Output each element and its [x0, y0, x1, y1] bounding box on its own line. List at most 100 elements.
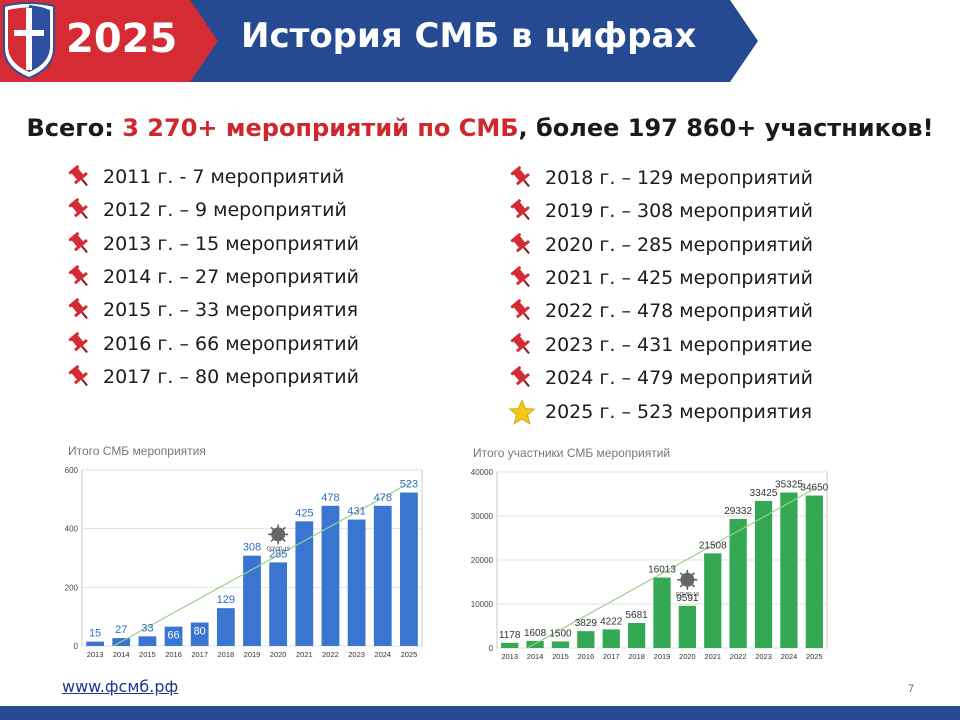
pin-icon: [510, 299, 530, 321]
data-label: 1178: [499, 630, 521, 641]
list-item: 2018 г. – 129 мероприятий: [508, 166, 813, 190]
bar: [805, 495, 823, 648]
trend-line: [113, 481, 412, 647]
x-tick-label: 2022: [730, 652, 747, 661]
bar: [138, 636, 157, 646]
covid-label: COVID-19: [676, 592, 699, 598]
list-item: 2017 г. – 80 мероприятий: [66, 364, 359, 389]
pin-icon: [68, 165, 88, 187]
data-label: 1500: [549, 628, 572, 639]
x-tick-label: 2023: [348, 650, 365, 659]
pin-icon: [510, 199, 530, 221]
list-item: 2024 г. – 479 мероприятий: [508, 365, 813, 390]
summary-suffix: , более 197 860+ участников!: [518, 114, 934, 142]
footer-bar: [0, 706, 960, 720]
data-label: 1608: [524, 628, 547, 639]
data-label: 431: [347, 506, 365, 518]
covid-icon: [677, 569, 698, 590]
x-tick-label: 2013: [87, 650, 104, 659]
chart-title: Итого СМБ мероприятия: [68, 444, 206, 458]
chart-title: Итого участники СМБ мероприятий: [473, 446, 670, 460]
list-item-text: 2025 г. – 523 мероприятия: [545, 401, 813, 424]
bar: [243, 555, 261, 646]
list-item: 2015 г. – 33 мероприятия: [66, 298, 358, 322]
x-tick-label: 2024: [374, 650, 391, 659]
chart-svg: Итого участники СМБ мероприятий 0 10000 200…: [471, 446, 829, 661]
list-item-text: 2022 г. – 478 мероприятий: [545, 300, 814, 323]
list-item: 2012 г. – 9 мероприятий: [66, 198, 347, 222]
pin-icon: [68, 364, 88, 386]
data-label: 5681: [625, 610, 648, 621]
list-item: 2016 г. – 66 мероприятий: [66, 331, 359, 356]
year-badge: 2025: [66, 16, 178, 62]
fsmb-logo: [3, 2, 55, 80]
data-label: 35325: [775, 480, 803, 491]
pin-icon: [68, 331, 88, 353]
list-item-text: 2021 г. – 425 мероприятий: [545, 266, 814, 289]
x-tick-label: 2014: [113, 650, 130, 659]
data-label: 15: [89, 628, 101, 640]
list-item: 2014 г. – 27 мероприятий: [66, 265, 359, 289]
data-label: 27: [115, 624, 127, 636]
y-tick-label: 600: [65, 466, 79, 475]
data-label: 425: [295, 507, 313, 519]
y-tick-label: 0: [74, 642, 79, 651]
bar: [269, 562, 288, 646]
y-tick-label: 30000: [471, 512, 494, 521]
bar: [190, 622, 209, 646]
x-tick-label: 2020: [270, 650, 287, 659]
pin-icon: [510, 332, 530, 354]
list-item: 2021 г. – 425 мероприятий: [508, 266, 813, 290]
pin-icon: [68, 265, 88, 286]
list-item: 2023 г. – 431 мероприятие: [508, 332, 813, 357]
y-tick-label: 400: [65, 525, 79, 534]
y-tick-label: 200: [65, 583, 79, 592]
bar: [653, 577, 671, 648]
bar: [164, 626, 183, 646]
data-label: 34650: [800, 483, 828, 494]
x-tick-label: 2016: [578, 652, 595, 661]
bar: [729, 518, 747, 648]
x-tick-label: 2013: [501, 652, 518, 661]
data-label: 16013: [648, 565, 676, 576]
website-link[interactable]: www.фсмб.рф: [62, 677, 179, 696]
data-label: 29332: [724, 506, 752, 517]
x-tick-label: 2021: [296, 650, 313, 659]
list-item-text: 2023 г. – 431 мероприятие: [545, 333, 813, 356]
page-title: История СМБ в цифрах: [241, 16, 697, 56]
star-icon: [508, 399, 536, 425]
bar: [704, 553, 722, 648]
covid-icon: [268, 524, 289, 545]
data-label: 33: [141, 622, 153, 634]
x-tick-label: 2018: [218, 650, 235, 659]
data-label: 21508: [699, 540, 727, 551]
page-number: 7: [908, 683, 915, 695]
x-tick-label: 2019: [654, 652, 671, 661]
x-tick-label: 2024: [781, 652, 798, 661]
list-item-text: 2012 г. – 9 мероприятий: [103, 199, 347, 222]
list-item: 2025 г. – 523 мероприятия: [508, 399, 812, 425]
pin-icon: [510, 232, 530, 254]
trend-line: [527, 486, 818, 649]
x-tick-label: 2021: [704, 652, 721, 661]
pin-icon: [68, 231, 88, 253]
x-tick-label: 2017: [191, 650, 208, 659]
x-tick-label: 2015: [552, 652, 569, 661]
x-tick-label: 2015: [139, 650, 156, 659]
list-item-text: 2013 г. – 15 мероприятий: [103, 232, 359, 255]
bar: [501, 642, 519, 648]
bar: [295, 521, 314, 646]
list-item-text: 2018 г. – 129 мероприятий: [545, 167, 814, 189]
list-item-text: 2015 г. – 33 мероприятия: [103, 299, 359, 322]
bar: [526, 640, 544, 648]
data-label: 9591: [676, 593, 699, 604]
x-tick-label: 2017: [603, 652, 620, 661]
pin-icon: [68, 298, 88, 320]
list-item: 2019 г. – 308 мероприятий: [508, 199, 813, 223]
chart-events: Итого СМБ мероприятия 0 200 400 600 2013 2014 2…: [60, 440, 440, 670]
y-tick-label: 40000: [471, 468, 494, 477]
list-item-text: 2016 г. – 66 мероприятий: [103, 332, 359, 355]
x-tick-label: 2025: [401, 650, 418, 659]
bar: [321, 505, 340, 646]
chart-participants: Итого участники СМБ мероприятий 0 10000 200…: [465, 442, 845, 672]
